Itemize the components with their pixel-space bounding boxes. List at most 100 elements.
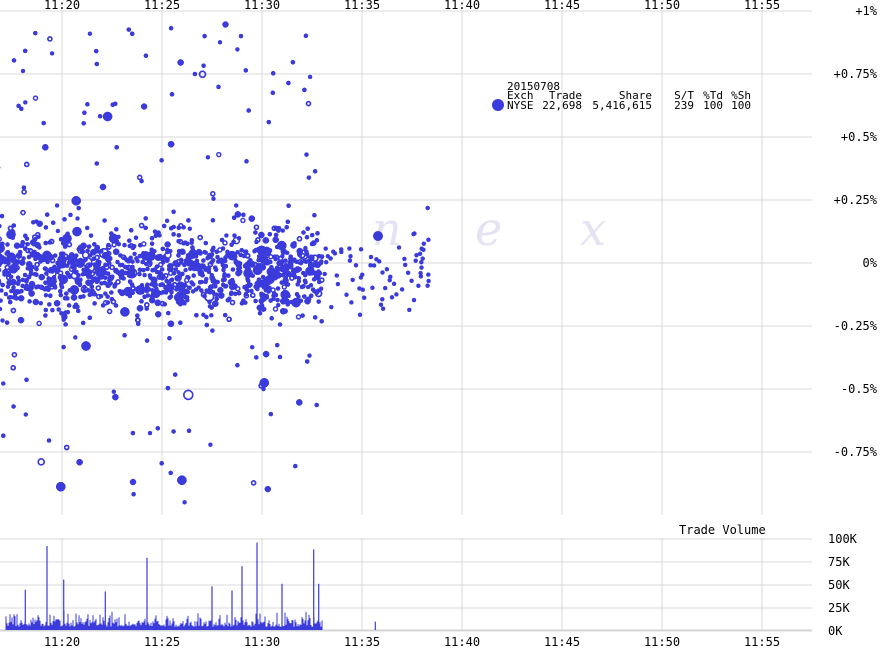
trade-dot [23,246,28,251]
y-tick-label: +0.25% [834,193,878,207]
trade-dot [121,276,126,281]
trade-dot [11,58,17,63]
trade-dot [253,284,258,290]
trade-dot [305,100,312,107]
trade-dot [296,236,303,242]
trade-dot [222,240,228,246]
trade-dot [426,272,431,277]
trade-dot [262,276,270,284]
y-tick-label: -0.75% [834,445,878,459]
trade-dot [304,359,310,364]
trade-dot [380,297,385,302]
trade-dot [20,242,25,247]
trade-dot [268,411,274,417]
volume-tick-label: 100K [828,532,858,546]
trade-dot [225,249,230,255]
trade-dot [78,294,83,300]
trade-dot [211,196,216,201]
trade-dot [229,283,235,288]
trade-dot [99,183,107,191]
trade-dot [253,247,259,253]
trade-dot [275,297,280,303]
trade-dot [23,161,30,168]
trade-dot [308,257,313,262]
trade-dot [240,217,246,224]
trade-dot [126,259,131,264]
trade-dot [368,254,374,260]
trade-dot [59,281,64,287]
trade-dot [11,285,16,290]
trade-dot [281,284,288,290]
trade-dot [135,313,140,318]
trade-dot [202,33,207,39]
trade-dot [10,365,16,371]
trade-dot [0,213,5,219]
trade-dot [93,48,99,54]
trade-dot [349,300,354,305]
trade-dot [245,253,251,259]
trade-dot [194,258,200,264]
trade-dot [304,297,311,305]
x-tick-label-bottom: 11:20 [44,635,80,649]
trade-dot [229,290,234,296]
trade-dot [210,218,216,223]
trade-dot [275,302,281,308]
trade-dot [3,291,9,297]
trade-dot [71,287,79,295]
trade-dot [272,236,279,244]
trade-dot [299,284,305,290]
trade-dot [150,267,155,273]
trade-dot [113,303,119,308]
trade-dot [252,265,263,275]
trade-dot [35,231,41,238]
trade-dot [338,247,344,252]
trade-dot [149,247,154,252]
trade-dot [215,254,220,260]
volume-tick-label: 25K [828,601,850,615]
trade-dot [23,412,29,417]
trade-dot [241,212,246,218]
trade-dot [210,191,216,197]
trade-dot [219,237,225,243]
trade-dot [135,317,141,324]
trade-dot [245,278,251,283]
trade-dot [146,286,151,292]
x-tick-label-top: 11:25 [144,0,180,12]
trade-dot [139,299,144,304]
trade-dot [23,233,28,239]
trade-dot [292,258,297,263]
trade-dot [58,289,63,294]
trade-dot [285,302,290,307]
trade-dot [112,284,117,289]
trade-dot [171,429,176,434]
trade-dot [120,254,127,261]
trade-dot [0,298,3,303]
x-tick-label-top: 11:50 [644,0,680,12]
trade-dot [203,279,208,285]
trade-dot [378,302,384,307]
trade-dot [335,281,341,287]
trade-dot [389,295,395,300]
trade-dot [233,291,238,297]
trade-dot [416,283,421,289]
trade-dot [126,27,132,32]
trade-dot [94,279,100,285]
trade-dot [142,294,147,300]
watermark-letter: n [372,202,402,256]
trade-dot [409,278,414,284]
trade-dot [56,481,66,492]
trade-dot [274,342,280,348]
x-tick-label-top: 11:55 [744,0,780,12]
trade-dot [190,245,195,250]
trade-dot [399,287,405,292]
trade-dot [159,158,164,163]
trade-dot [348,254,353,259]
trade-dot [168,25,174,31]
trade-dot [149,235,155,241]
trade-dot [199,288,204,293]
trade-dot [137,267,143,273]
trade-dot [229,242,234,247]
trade-dot [0,318,5,323]
trade-dot [232,233,237,238]
trade-dot [76,205,81,211]
